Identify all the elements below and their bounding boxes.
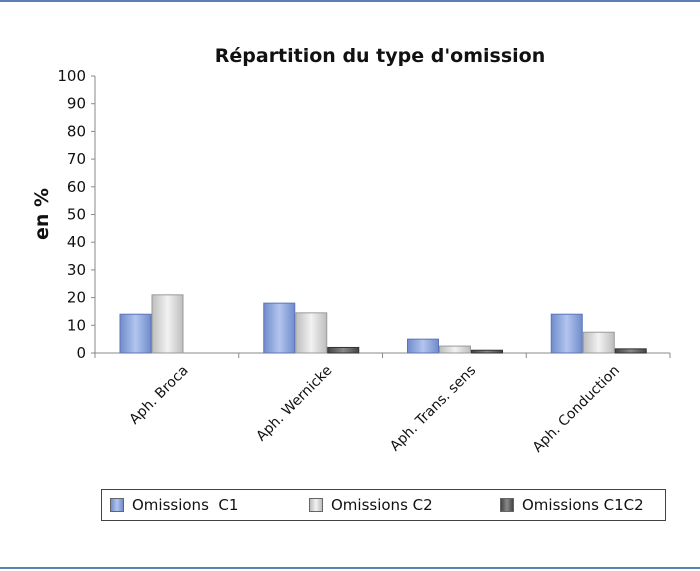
y-tick-label: 10	[67, 316, 86, 334]
x-category-label: Aph. Conduction	[530, 363, 623, 456]
x-category-label: Aph. Wernicke	[253, 363, 335, 445]
y-tick-label: 60	[67, 178, 86, 196]
y-tick-label: 90	[67, 95, 86, 113]
legend-item-c1: Omissions C1	[110, 496, 238, 514]
y-tick-label: 50	[67, 206, 86, 224]
y-tick-label: 30	[67, 261, 86, 279]
y-tick-label: 80	[67, 122, 86, 140]
legend-label-c1: Omissions C1	[132, 496, 239, 514]
y-tick-label: 100	[57, 67, 86, 85]
legend-swatch-c1	[110, 498, 124, 512]
bar-c1	[550, 313, 583, 354]
bar-c1c2	[327, 346, 360, 354]
legend-label-c2: Omissions C2	[331, 496, 433, 514]
bar-c1c2	[471, 349, 503, 354]
bar-c2	[439, 345, 471, 354]
y-tick-label: 40	[67, 233, 86, 251]
bar-c2	[151, 294, 184, 354]
x-category-label: Aph. Broca	[127, 363, 192, 428]
bar-c2	[582, 331, 615, 354]
frame-bottom-border	[0, 567, 700, 569]
plot-area: 0 10 20 30 40 50 60 70 80 90 100 Aph. Broca Aph. Wer…	[57, 67, 671, 456]
bar-c1c2	[614, 348, 647, 354]
legend: Omissions C1 Omissions C2 Omissions C1C2	[101, 489, 666, 521]
x-category-label: Aph. Trans. sens	[387, 363, 479, 455]
bar-c2	[295, 312, 328, 354]
legend-item-c1c2: Omissions C1C2	[500, 496, 644, 514]
legend-swatch-c2	[309, 498, 323, 512]
bar-c1	[407, 338, 439, 354]
frame-top-border	[0, 0, 700, 2]
chart-title: Répartition du type d'omission	[215, 45, 546, 67]
bar-c1	[119, 313, 152, 354]
legend-item-c2: Omissions C2	[309, 496, 433, 514]
bar-c1	[263, 302, 296, 354]
legend-label-c1c2: Omissions C1C2	[522, 496, 644, 514]
y-axis-label: en %	[31, 188, 53, 240]
legend-swatch-c1c2	[500, 498, 514, 512]
y-tick-label: 70	[67, 150, 86, 168]
y-tick-label: 0	[76, 344, 86, 362]
y-tick-label: 20	[67, 289, 86, 307]
